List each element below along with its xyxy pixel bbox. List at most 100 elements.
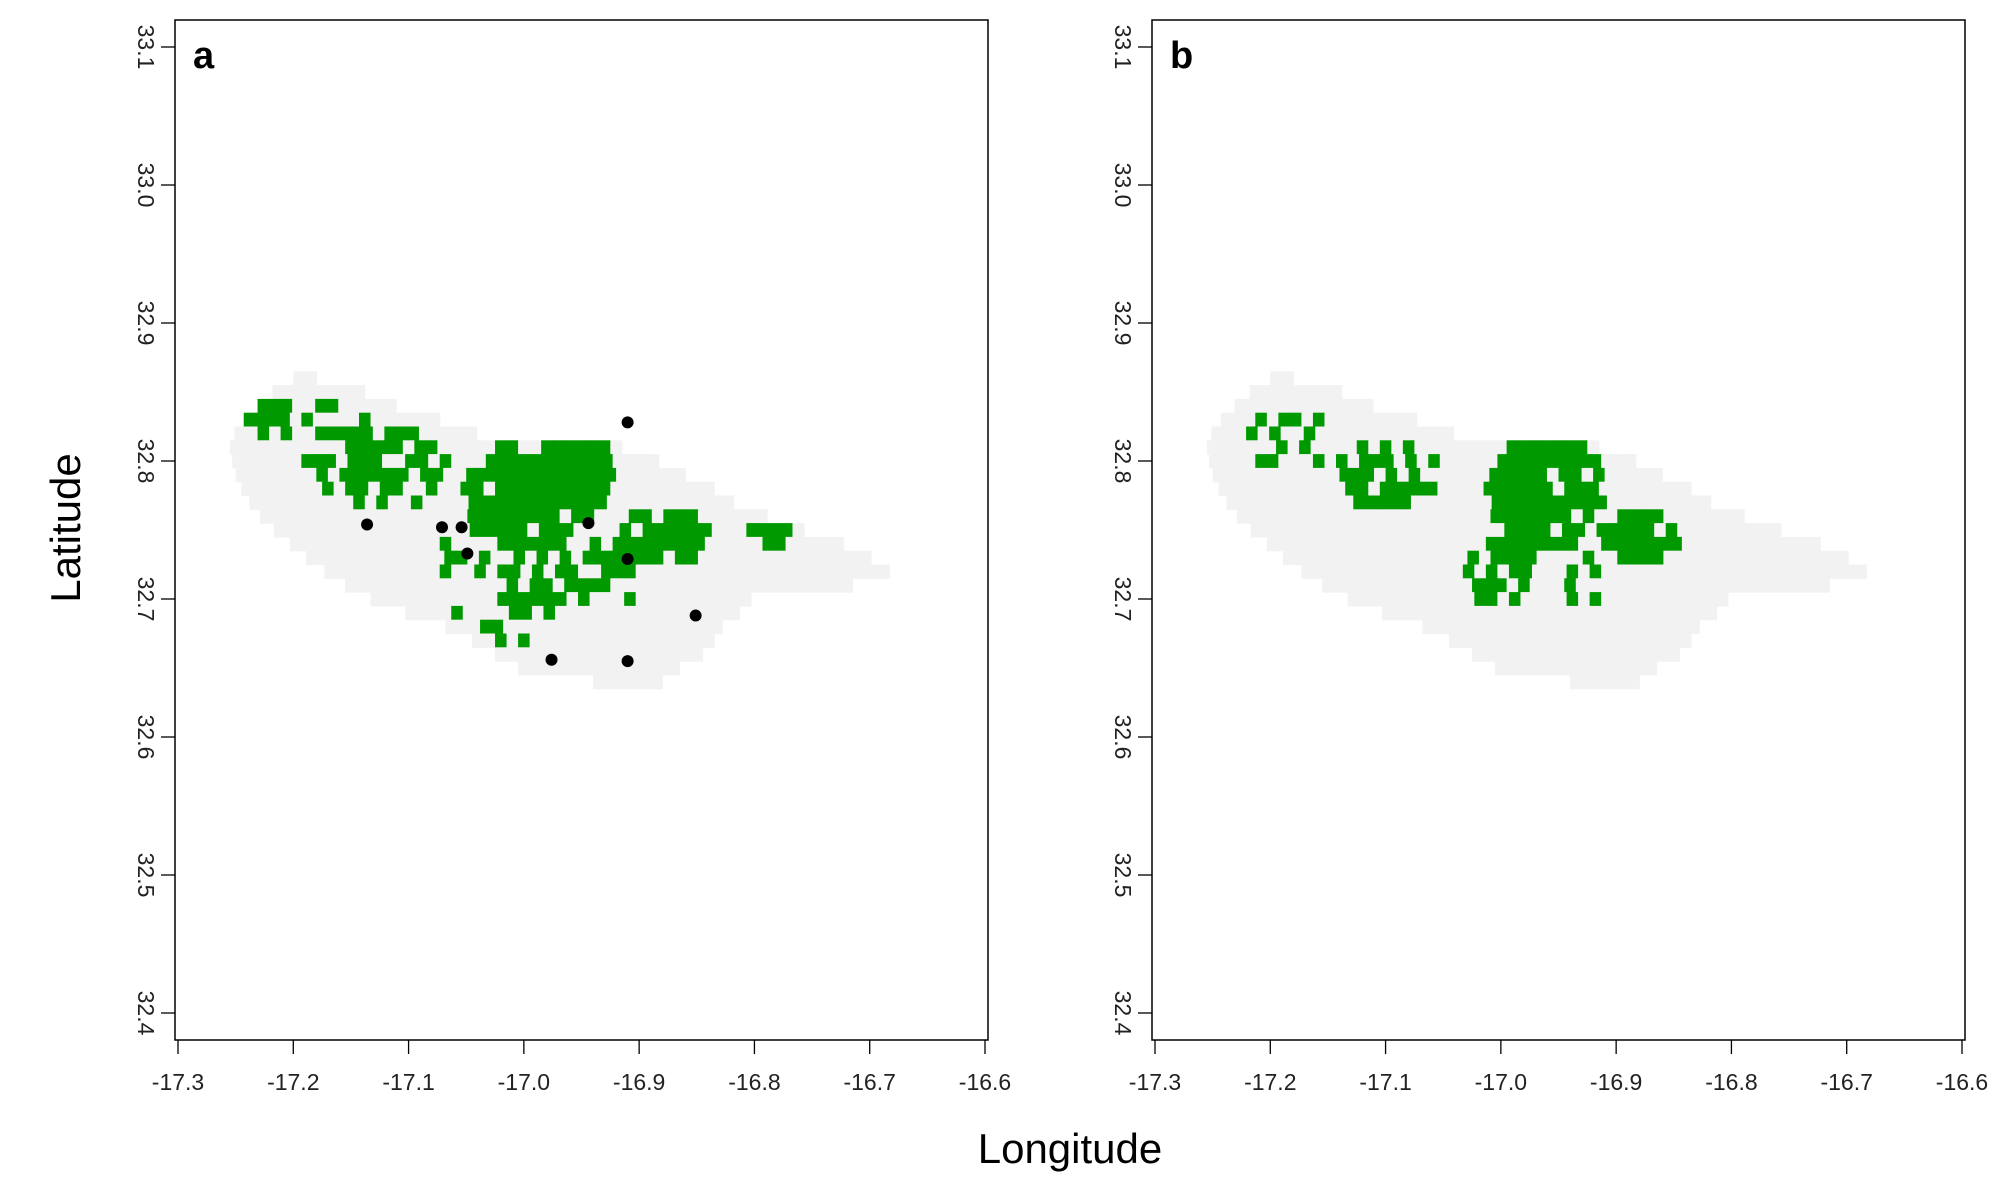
island-cell	[1578, 536, 1591, 552]
suitable-cell	[598, 481, 611, 497]
island-cell	[596, 523, 609, 538]
island-cell	[1681, 605, 1694, 621]
island-cell	[1384, 426, 1397, 441]
island-cell	[1249, 495, 1262, 510]
suitable-cell	[536, 509, 549, 524]
island-cell	[474, 592, 487, 607]
island-cell	[455, 509, 468, 524]
island-cell	[333, 440, 346, 455]
island-cell	[1405, 564, 1418, 579]
suitable-cell	[559, 550, 572, 566]
x-tick-label: -17.2	[267, 1069, 319, 1095]
island-cell	[405, 412, 418, 428]
island-cell	[1428, 605, 1441, 621]
island-cell	[1506, 661, 1519, 676]
island-cell	[468, 619, 481, 635]
suitable-cell	[1631, 523, 1644, 538]
island-cell	[382, 592, 395, 607]
island-cell	[1506, 647, 1519, 662]
island-cell	[335, 564, 349, 579]
island-cell	[1416, 592, 1429, 607]
island-cell	[1709, 509, 1722, 524]
suitable-cell	[506, 440, 519, 455]
suitable-cell	[520, 592, 533, 607]
island-cell	[1468, 495, 1481, 510]
island-cell	[1229, 440, 1243, 455]
island-cell	[307, 495, 320, 510]
island-cell	[1674, 509, 1688, 524]
island-cell	[437, 481, 450, 497]
island-cell	[1330, 495, 1343, 510]
suitable-cell	[395, 426, 409, 441]
island-cell	[1460, 440, 1473, 455]
suitable-cell	[548, 509, 561, 524]
island-cell	[518, 661, 531, 676]
island-cell	[322, 440, 335, 455]
island-cell	[1656, 481, 1669, 497]
island-cell	[1664, 495, 1677, 510]
island-cell	[416, 592, 429, 607]
y-tick-label: 33.0	[1110, 163, 1136, 208]
suitable-cell	[361, 426, 374, 441]
island-cell	[252, 440, 266, 455]
suitable-cell	[1513, 550, 1526, 566]
y-tick-label: 32.8	[133, 439, 159, 484]
island-cell	[448, 440, 462, 455]
island-cell	[1322, 440, 1335, 455]
suitable-cell	[587, 481, 600, 497]
island-cell	[744, 550, 757, 566]
island-cell	[1347, 592, 1360, 607]
island-cell	[1508, 605, 1522, 621]
island-cell	[1359, 564, 1372, 579]
island-cell	[621, 578, 634, 593]
suitable-cell	[575, 481, 588, 497]
suitable-cell	[1593, 467, 1606, 483]
island-cell	[1472, 647, 1485, 662]
island-cell	[1363, 509, 1376, 524]
suitable-cell	[489, 467, 502, 483]
island-cell	[1416, 536, 1429, 552]
suitable-cell	[554, 564, 568, 579]
island-cell	[272, 495, 285, 510]
island-cell	[345, 578, 358, 593]
island-cell	[1289, 536, 1303, 552]
island-cell	[1831, 564, 1844, 579]
island-cell	[1633, 578, 1646, 593]
island-cell	[1514, 619, 1527, 635]
island-cell	[737, 578, 750, 593]
island-cell	[1495, 633, 1508, 648]
suitable-cell	[1353, 495, 1366, 510]
island-cell	[1329, 550, 1342, 566]
suitable-cell	[1642, 523, 1655, 538]
occurrence-point	[545, 653, 558, 666]
island-cell	[1691, 578, 1704, 593]
island-cell	[506, 647, 519, 662]
y-tick-label: 32.7	[1110, 577, 1136, 622]
suitable-cell	[780, 523, 794, 538]
suitable-cell	[439, 454, 452, 469]
island-cell	[1333, 440, 1346, 455]
island-cell	[1836, 550, 1849, 566]
suitable-cell	[405, 454, 418, 469]
island-cell	[1331, 523, 1344, 538]
suitable-cell	[1385, 467, 1398, 483]
island-cell	[1601, 454, 1614, 469]
island-cell	[1668, 481, 1681, 497]
island-cell	[398, 509, 411, 524]
island-cell	[456, 495, 470, 510]
suitable-cell	[506, 481, 519, 497]
island-cell	[794, 578, 807, 593]
island-cell	[1218, 481, 1231, 497]
suitable-cell	[1299, 440, 1312, 455]
island-cell	[388, 523, 402, 538]
island-cell	[702, 633, 715, 648]
island-cell	[235, 467, 248, 483]
suitable-cell	[541, 440, 554, 455]
island-cell	[1472, 633, 1485, 648]
island-cell	[247, 467, 260, 483]
suitable-cell	[1474, 592, 1487, 607]
island-cell	[670, 564, 683, 579]
island-cell	[1310, 481, 1323, 497]
island-cell	[704, 564, 717, 579]
island-cell	[317, 550, 330, 566]
